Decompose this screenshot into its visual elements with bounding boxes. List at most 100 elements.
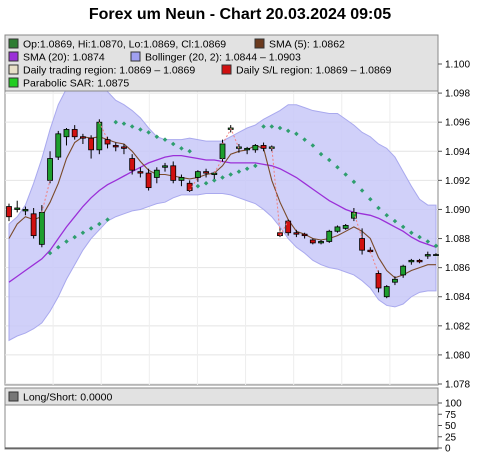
candle	[41, 151, 53, 213]
psar-dot	[138, 127, 143, 132]
sma20-line	[8, 154, 437, 283]
psar-dot	[80, 230, 86, 235]
candle-body-down	[375, 273, 382, 289]
legend-label: Bollinger (20, 2): 1.0844 – 1.0903	[145, 52, 301, 64]
osc-tick-label: 75	[445, 410, 457, 421]
candle	[22, 206, 29, 216]
y-tick-label: 1.080	[445, 350, 470, 361]
candle	[55, 130, 62, 160]
candle	[71, 125, 78, 140]
candle	[353, 212, 365, 255]
candle	[400, 264, 407, 278]
legend-swatch	[8, 51, 19, 62]
gap-connector	[353, 212, 363, 239]
y-tick-label: 1.092	[445, 176, 470, 187]
candles	[6, 119, 439, 299]
candle	[408, 258, 415, 265]
candle-body-up	[162, 165, 168, 168]
legend-swatch	[254, 38, 265, 49]
candle	[162, 162, 168, 172]
candle-body-down	[170, 165, 177, 181]
legend-label: Daily S/L region: 1.0869 – 1.0869	[236, 65, 392, 77]
candle-body-up	[383, 286, 390, 298]
sma5-line	[8, 136, 436, 279]
legend-label: Parabolic SAR: 1.0875	[23, 78, 129, 90]
candle	[369, 251, 382, 293]
candle-body-up	[408, 259, 415, 263]
psar-dot	[343, 172, 348, 177]
candle	[326, 229, 333, 243]
candle-body-up	[14, 207, 21, 210]
legend-swatch	[221, 64, 232, 75]
candle	[433, 253, 439, 256]
candle	[279, 219, 292, 236]
candle-body-down	[301, 233, 308, 237]
psar-dot	[335, 165, 340, 170]
candle	[63, 128, 70, 146]
legend: Op:1.0869, Hi:1.0870, Lo:1.0869, Cl:1.08…	[8, 38, 392, 90]
candle	[98, 121, 111, 149]
candle	[153, 167, 160, 184]
legend-label: SMA (5): 1.0862	[269, 39, 345, 51]
candle-body-up	[38, 211, 45, 245]
y-axis: 1.078 1.080 1.082 1.084 1.086 1.088 1.090 1.092…	[438, 60, 470, 391]
candle-body-down	[367, 249, 374, 253]
candle-body-up	[392, 278, 398, 283]
legend-label: SMA (20): 1.0874	[23, 52, 105, 64]
psar-dot	[64, 239, 69, 244]
candle-body-up	[326, 230, 333, 242]
psar-dot	[253, 163, 258, 169]
chart-title: Forex um Neun - Chart 20.03.2024 09:05	[89, 6, 391, 23]
psar-dot	[47, 250, 53, 256]
oscillator-legend-panel	[4, 387, 439, 406]
gap-connector	[189, 177, 199, 191]
candle-body-down	[71, 129, 78, 138]
candle	[252, 144, 259, 153]
psar-dot	[318, 151, 324, 157]
psar-dot	[400, 224, 406, 230]
osc-tick-label: 50	[445, 421, 457, 432]
candle	[260, 142, 267, 152]
candle-body-up	[194, 171, 201, 178]
candle	[424, 251, 431, 259]
candle	[145, 168, 152, 191]
psar-dot	[113, 119, 119, 125]
psar-dot	[72, 234, 77, 240]
candle-body-down	[30, 213, 37, 237]
candle	[334, 225, 341, 233]
candle-body-down	[112, 145, 119, 148]
legend-label: Op:1.0869, Hi:1.0870, Lo:1.0869, Cl:1.08…	[23, 39, 226, 51]
candle-body-up	[153, 169, 160, 178]
y-tick-label: 1.084	[445, 292, 470, 303]
candle	[30, 208, 37, 239]
candle-body-up	[318, 241, 324, 244]
candle-body-down	[416, 259, 423, 263]
y-tick-label: 1.078	[445, 380, 470, 391]
candle	[293, 229, 300, 238]
psar-dot	[433, 243, 439, 249]
osc-tick-label: 0	[445, 444, 451, 455]
candle-body-down	[203, 171, 209, 174]
y-tick-label: 1.086	[445, 263, 470, 274]
candle-body-down	[121, 146, 127, 149]
indicator-lines	[8, 136, 437, 283]
gap-connector	[98, 121, 108, 140]
candle-body-down	[260, 145, 267, 149]
osc-tick-label: 100	[445, 399, 462, 410]
candle	[96, 119, 103, 155]
y-tick-label: 1.098	[445, 89, 470, 100]
candle	[383, 285, 390, 299]
psar-dot	[261, 124, 266, 129]
candle-body-up	[400, 265, 407, 276]
candle	[392, 276, 398, 286]
osc-tick-label: 25	[445, 432, 457, 443]
y-tick-label: 1.096	[445, 118, 470, 129]
y-tick-label: 1.100	[445, 60, 470, 71]
y-tick-label: 1.088	[445, 234, 470, 245]
psar-dot	[56, 245, 61, 250]
candle-body-down	[309, 239, 316, 244]
gap-connector	[279, 220, 289, 236]
